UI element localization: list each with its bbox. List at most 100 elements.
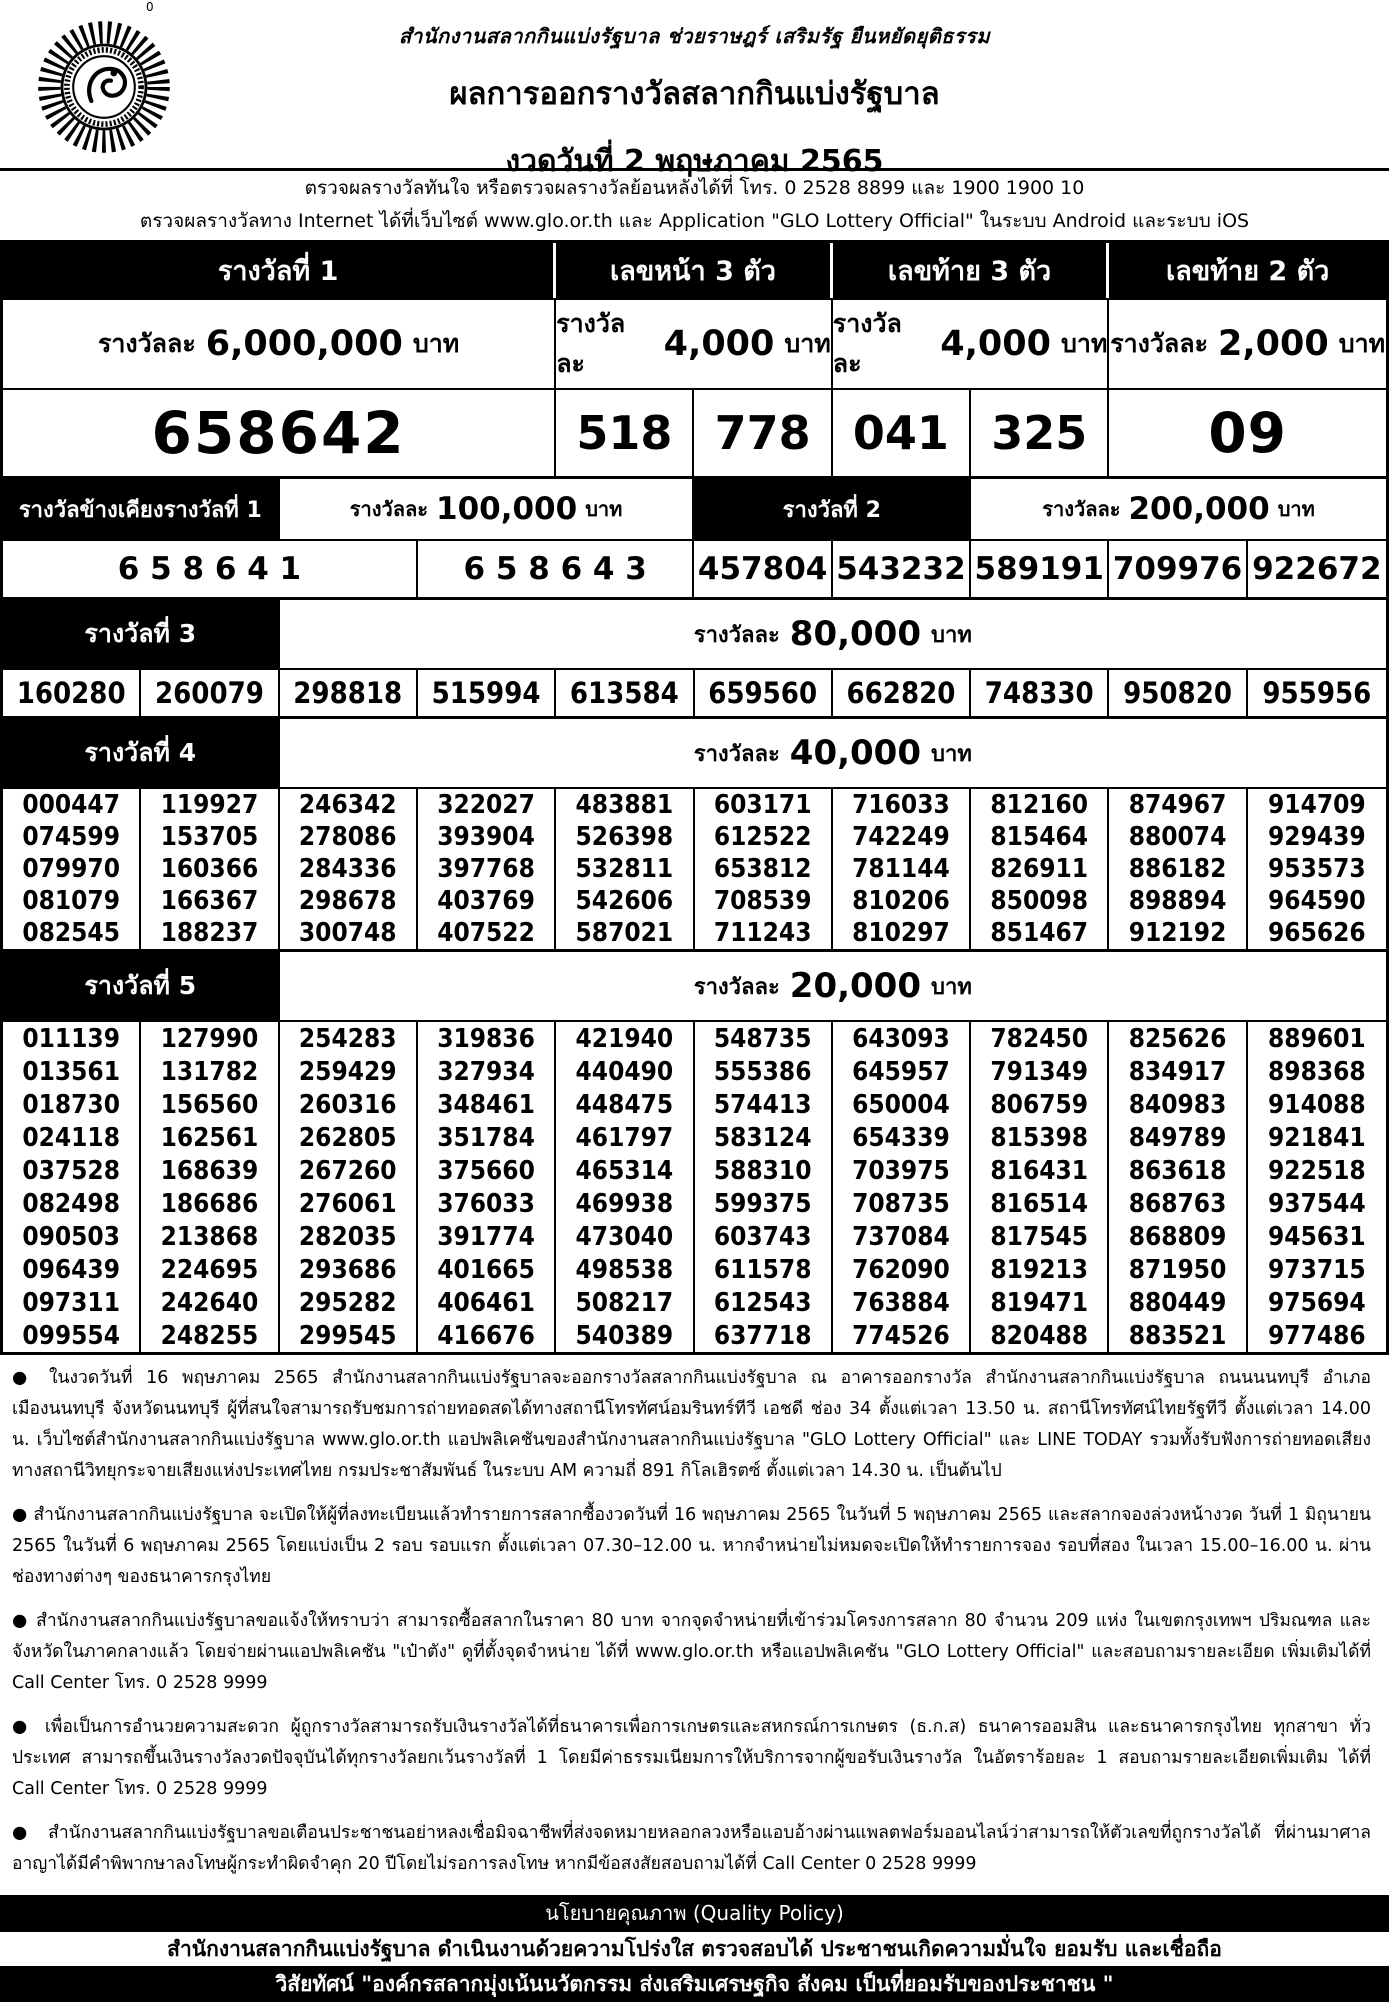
- prize-number: 461797: [556, 1121, 695, 1154]
- prize-number: 037528: [3, 1154, 142, 1187]
- third-prize-header-row: รางวัลที่ 3 รางวัลละ 80,000 บาท: [3, 600, 1386, 670]
- prize-number: 259429: [280, 1055, 418, 1088]
- prize-number: 599375: [695, 1187, 833, 1220]
- prize-number: 416676: [418, 1319, 557, 1352]
- note-price-80: ● สำนักงานสลากกินแบ่งรัฐบาลขอแจ้งให้ทราบ…: [12, 1611, 1371, 1693]
- prize-number: 508217: [556, 1286, 695, 1319]
- prize-number: 096439: [3, 1253, 142, 1286]
- prize-number: 127990: [141, 1022, 280, 1055]
- prize-number: 153705: [141, 821, 280, 853]
- prize-number: 612543: [695, 1286, 833, 1319]
- prize-number: 081079: [3, 885, 142, 917]
- adjacent-number: 6 5 8 6 4 3: [418, 541, 695, 597]
- check-info-lines: ตรวจผลรางวัลทันใจ หรือตรวจผลรางวัลย้อนหล…: [0, 171, 1389, 240]
- prize-number: 013561: [3, 1055, 142, 1088]
- prize-number: 548735: [695, 1022, 833, 1055]
- front3-amount: รางวัลละ 4,000 บาท: [556, 300, 833, 388]
- fourth-prize-title: รางวัลที่ 4: [3, 719, 280, 787]
- prize-number: 278086: [280, 821, 418, 853]
- prize-number: 082498: [3, 1187, 142, 1220]
- prize-number: 816431: [971, 1154, 1110, 1187]
- prize-number: 703975: [833, 1154, 972, 1187]
- prize-number: 588310: [695, 1154, 833, 1187]
- prize-number: 820488: [971, 1319, 1110, 1352]
- glo-emblem-logo: [34, 12, 174, 162]
- prize-number: 654339: [833, 1121, 972, 1154]
- prize-number: 645957: [833, 1055, 972, 1088]
- prize-number: 937544: [1268, 1188, 1366, 1219]
- prize-number: 880449: [1109, 1286, 1248, 1319]
- prize-number: 298678: [280, 885, 418, 917]
- prize-number: 421940: [556, 1022, 695, 1055]
- prize-number: 964590: [1268, 886, 1366, 916]
- prize-number: 242640: [141, 1286, 280, 1319]
- glo-emblem-icon: [38, 21, 170, 153]
- prize-number: 863618: [1109, 1154, 1248, 1187]
- first-prize-number: 658642: [3, 390, 557, 476]
- fifth-prize-amount: รางวัลละ 20,000 บาท: [693, 966, 972, 1006]
- prize-number: 850098: [971, 885, 1110, 917]
- header-divider: [0, 168, 1389, 171]
- prize-number: 097311: [3, 1286, 142, 1319]
- prize-number: 868809: [1109, 1220, 1248, 1253]
- fourth-prize-amount: รางวัลละ 40,000 บาท: [693, 733, 972, 773]
- results-table: รางวัลที่ 1 เลขหน้า 3 ตัว เลขท้าย 3 ตัว …: [0, 240, 1389, 1355]
- prize-number: 874967: [1109, 789, 1248, 821]
- prize-number: 659560: [695, 670, 833, 716]
- prize-number: 922518: [1268, 1155, 1366, 1186]
- prize-number: 973715: [1268, 1254, 1366, 1285]
- second-prize-number: 589191: [971, 541, 1110, 597]
- prize-number: 351784: [418, 1121, 557, 1154]
- prize-number: 403769: [418, 885, 557, 917]
- prize-number: 815398: [971, 1121, 1110, 1154]
- prize-number: 186686: [141, 1187, 280, 1220]
- prize-number: 348461: [418, 1088, 557, 1121]
- prize-number: 254283: [280, 1022, 418, 1055]
- fifth-prize-number-grid: 011139 127990 254283 319836 421940 548735 6430…: [3, 1022, 1386, 1352]
- prize-number: 160280: [3, 670, 142, 716]
- second-prize-amount: รางวัลละ 200,000 บาท: [1042, 491, 1315, 527]
- adjacent-second-numbers-row: 6 5 8 6 4 1 6 5 8 6 4 3 457804 543232 58…: [3, 541, 1386, 600]
- prize-number: 260079: [141, 670, 280, 716]
- prize-number: 945631: [1268, 1221, 1366, 1252]
- prize-number: 224695: [141, 1253, 280, 1286]
- top-prize-amount-row: รางวัลละ 6,000,000 บาท รางวัลละ 4,000 บา…: [3, 300, 1386, 390]
- prize-number: 079970: [3, 853, 142, 885]
- fourth-prize-header-row: รางวัลที่ 4 รางวัลละ 40,000 บาท: [3, 719, 1386, 789]
- prize-number: 791349: [971, 1055, 1110, 1088]
- prize-number: 587021: [556, 917, 695, 949]
- prize-number: 826911: [971, 853, 1110, 885]
- front3-title: เลขหน้า 3 ตัว: [556, 243, 833, 298]
- prize-number: 401665: [418, 1253, 557, 1286]
- prize-number: 299545: [280, 1319, 418, 1352]
- fifth-prize-title: รางวัลที่ 5: [3, 952, 280, 1020]
- prize-number: 748330: [971, 670, 1110, 716]
- prize-number: 168639: [141, 1154, 280, 1187]
- fourth-prize-number-grid: 000447 119927 246342 322027 483881 603171 7160…: [3, 789, 1386, 952]
- prize-number: 376033: [418, 1187, 557, 1220]
- prize-number: 282035: [280, 1220, 418, 1253]
- prize-number: 298818: [280, 670, 418, 716]
- prize-number: 391774: [418, 1220, 557, 1253]
- prize-number: 267260: [280, 1154, 418, 1187]
- prize-number: 262805: [280, 1121, 418, 1154]
- last2-title: เลขท้าย 2 ตัว: [1109, 243, 1386, 298]
- prize-number: 166367: [141, 885, 280, 917]
- prize-number: 213868: [141, 1220, 280, 1253]
- prize-number: 955956: [1262, 676, 1372, 710]
- prize-number: 774526: [833, 1319, 972, 1352]
- last2-number: 09: [1208, 401, 1287, 465]
- prize-number: 119927: [141, 789, 280, 821]
- prize-number: 090503: [3, 1220, 142, 1253]
- prize-number: 327934: [418, 1055, 557, 1088]
- prize-number: 603171: [695, 789, 833, 821]
- prize-number: 871950: [1109, 1253, 1248, 1286]
- prize-number: 162561: [141, 1121, 280, 1154]
- prize-number: 160366: [141, 853, 280, 885]
- prize-number: 975694: [1268, 1287, 1366, 1318]
- prize-number: 555386: [695, 1055, 833, 1088]
- prize-number: 737084: [833, 1220, 972, 1253]
- prize-number: 653812: [695, 853, 833, 885]
- prize-number: 912192: [1109, 917, 1248, 949]
